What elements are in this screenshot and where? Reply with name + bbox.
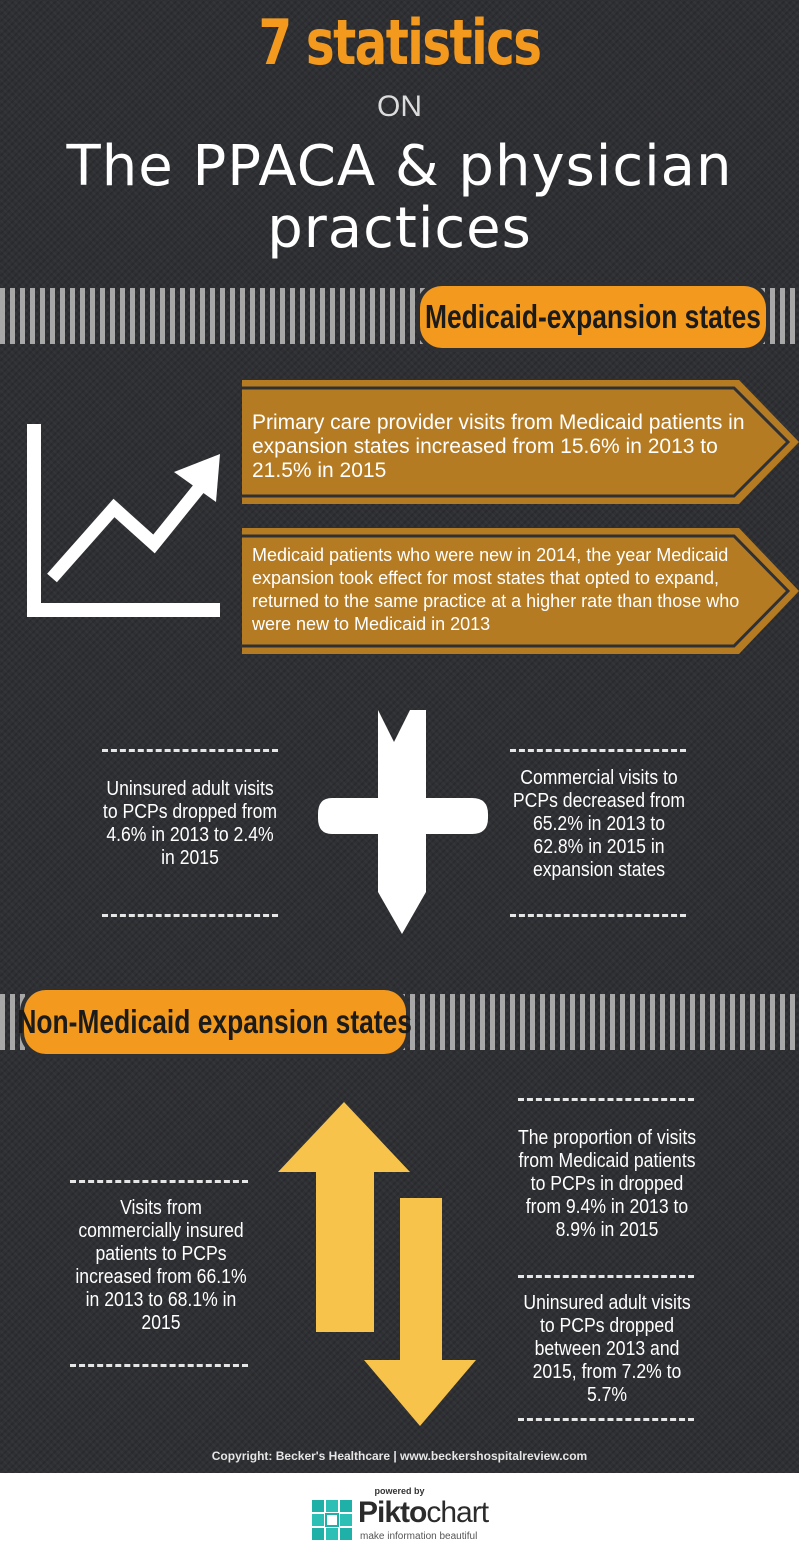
stat-medicaid-non-expansion: The proportion of visits from Medicaid p…: [502, 1127, 712, 1242]
headline-main-line-2: practices: [267, 196, 532, 261]
copyright-text: Copyright: Becker's Healthcare | www.bec…: [211, 1449, 588, 1463]
stat-medicaid-non-expansion-text: The proportion of visits from Medicaid p…: [517, 1127, 697, 1241]
powered-by-label: powered by: [374, 1486, 425, 1496]
down-arrow-icon: [364, 1198, 476, 1426]
section-label-expansion: Medicaid-expansion states: [420, 286, 766, 348]
stat-uninsured-expansion-text: Uninsured adult visits to PCPs dropped f…: [102, 778, 278, 869]
stat-commercial-expansion-text: Commercial visits to PCPs decreased from…: [512, 767, 686, 881]
piktochart-logo-icon[interactable]: [312, 1500, 352, 1544]
divider-dashed: [102, 749, 278, 752]
divider-dashed: [510, 749, 686, 752]
stat-commercial-non-expansion: Visits from commercially insured patient…: [56, 1197, 266, 1335]
brand-name-part-2: chart: [426, 1496, 489, 1529]
stat-commercial-expansion: Commercial visits to PCPs decreased from…: [494, 767, 704, 882]
headline-on: ON: [377, 90, 422, 123]
headline-main-line-1: The PPACA & physician: [66, 134, 733, 199]
section-label-non-expansion: Non-Medicaid expansion states: [18, 990, 412, 1054]
headline-main: The PPACA & physician practices: [0, 136, 799, 260]
divider-dashed: [70, 1180, 248, 1183]
piktochart-tagline: make information beautiful: [360, 1531, 478, 1542]
down-arrow-icon: [318, 710, 488, 934]
stat-uninsured-non-expansion: Uninsured adult visits to PCPs dropped b…: [502, 1292, 712, 1407]
stat-uninsured-expansion: Uninsured adult visits to PCPs dropped f…: [88, 778, 292, 870]
stat-banner-2-text: Medicaid patients who were new in 2014, …: [252, 545, 740, 634]
stat-banner-2: Medicaid patients who were new in 2014, …: [242, 528, 799, 654]
stat-banner-1-text: Primary care provider visits from Medica…: [252, 411, 745, 482]
divider-dashed: [518, 1275, 694, 1278]
divider-dashed: [518, 1098, 694, 1101]
growth-chart-icon: [27, 424, 220, 617]
poster-background: 7 statistics ON The PPACA & physician pr…: [0, 0, 799, 1473]
divider-dashed: [70, 1364, 248, 1367]
divider-dashed: [102, 914, 278, 917]
up-arrow-icon: [278, 1102, 410, 1332]
divider-dashed: [518, 1418, 694, 1421]
divider-dashed: [510, 914, 686, 917]
stat-uninsured-non-expansion-text: Uninsured adult visits to PCPs dropped b…: [523, 1292, 691, 1406]
brand-name-part-1: Pikto: [358, 1496, 427, 1529]
stat-banner-1: Primary care provider visits from Medica…: [242, 380, 799, 504]
section-label-non-expansion-text: Non-Medicaid expansion states: [17, 1003, 413, 1040]
headline-count: 7 statistics: [258, 6, 542, 79]
section-label-expansion-text: Medicaid-expansion states: [425, 298, 761, 335]
piktochart-brand-name[interactable]: Piktochart: [358, 1496, 489, 1530]
stat-commercial-non-expansion-text: Visits from commercially insured patient…: [75, 1197, 247, 1334]
